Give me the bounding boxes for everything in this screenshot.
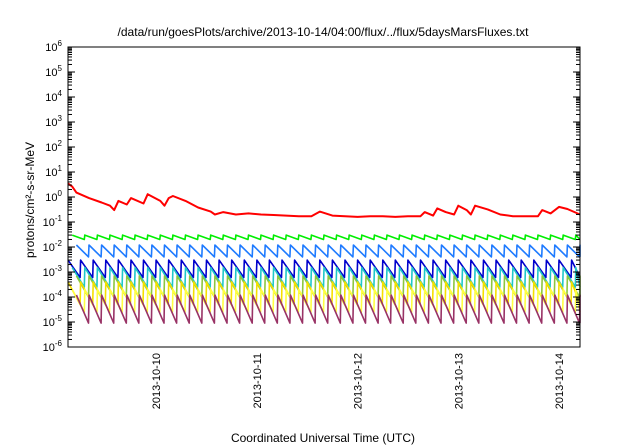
y-axis-label: protons/cm²-s-sr-MeV: [23, 142, 37, 258]
x-tick-label: 2013-10-10: [151, 353, 163, 409]
x-tick-label: 2013-10-13: [453, 353, 465, 409]
y-tick-label: 10-1: [43, 214, 63, 229]
series-layer: [67, 182, 581, 324]
y-tick-label: 10-5: [43, 314, 63, 329]
x-tick-label: 2013-10-12: [353, 353, 365, 409]
series-line-3: [67, 259, 581, 279]
y-tick-label: 106: [45, 39, 62, 54]
y-tick-label: 103: [45, 114, 62, 129]
y-tick-label: 105: [45, 64, 62, 79]
y-tick-label: 10-2: [43, 239, 63, 254]
y-tick-label: 104: [45, 89, 62, 104]
y-tick-label: 10-4: [43, 289, 63, 304]
series-line-1: [71, 234, 581, 241]
x-tick-label: 2013-10-11: [252, 353, 264, 408]
series-line-2: [75, 244, 581, 258]
chart-title: /data/run/goesPlots/archive/2013-10-14/0…: [118, 25, 530, 39]
series-line-8: [75, 294, 581, 324]
y-tick-label: 10-3: [43, 264, 63, 279]
y-tick-label: 10-6: [43, 339, 63, 354]
series-line-4: [71, 266, 581, 288]
y-tick-label: 101: [45, 164, 62, 179]
series-line-5: [75, 275, 581, 298]
axes-layer: 10-6 10-5 10-4 10-3 10-2 10-1 100 101 102 103 104 1…: [43, 39, 581, 409]
series-line-0: [67, 182, 581, 218]
y-tick-label: 100: [45, 189, 62, 204]
x-tick-label: 2013-10-14: [554, 353, 566, 409]
x-axis-label: Coordinated Universal Time (UTC): [231, 431, 415, 445]
y-tick-label: 102: [45, 139, 62, 154]
